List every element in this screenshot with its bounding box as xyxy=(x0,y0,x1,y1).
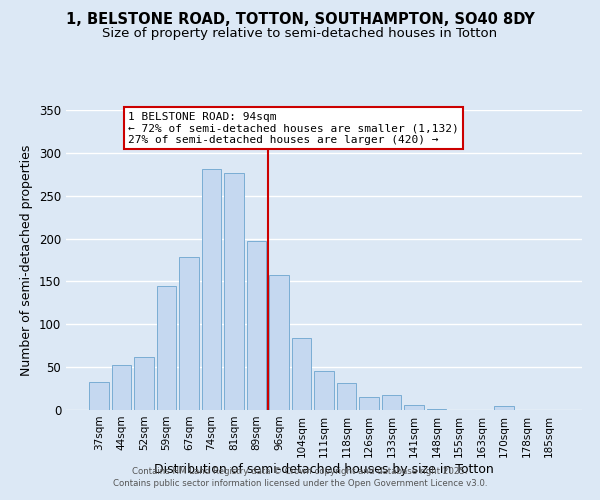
Bar xyxy=(269,276,289,410)
Bar xyxy=(494,406,514,410)
Bar xyxy=(292,338,311,410)
Bar xyxy=(359,397,379,410)
Bar xyxy=(179,258,199,410)
Bar xyxy=(157,286,176,410)
Bar xyxy=(112,364,131,410)
X-axis label: Distribution of semi-detached houses by size in Totton: Distribution of semi-detached houses by … xyxy=(154,462,494,475)
Text: 1, BELSTONE ROAD, TOTTON, SOUTHAMPTON, SO40 8DY: 1, BELSTONE ROAD, TOTTON, SOUTHAMPTON, S… xyxy=(65,12,535,28)
Text: Size of property relative to semi-detached houses in Totton: Size of property relative to semi-detach… xyxy=(103,28,497,40)
Bar xyxy=(134,357,154,410)
Bar xyxy=(314,372,334,410)
Bar xyxy=(427,409,446,410)
Bar xyxy=(337,384,356,410)
Bar xyxy=(89,382,109,410)
Y-axis label: Number of semi-detached properties: Number of semi-detached properties xyxy=(20,144,34,376)
Bar xyxy=(224,174,244,410)
Text: Contains public sector information licensed under the Open Government Licence v3: Contains public sector information licen… xyxy=(113,478,487,488)
Bar xyxy=(382,394,401,410)
Bar xyxy=(247,241,266,410)
Bar xyxy=(202,169,221,410)
Bar xyxy=(404,405,424,410)
Text: Contains HM Land Registry data © Crown copyright and database right 2025.: Contains HM Land Registry data © Crown c… xyxy=(132,467,468,476)
Text: 1 BELSTONE ROAD: 94sqm
← 72% of semi-detached houses are smaller (1,132)
27% of : 1 BELSTONE ROAD: 94sqm ← 72% of semi-det… xyxy=(128,112,459,145)
